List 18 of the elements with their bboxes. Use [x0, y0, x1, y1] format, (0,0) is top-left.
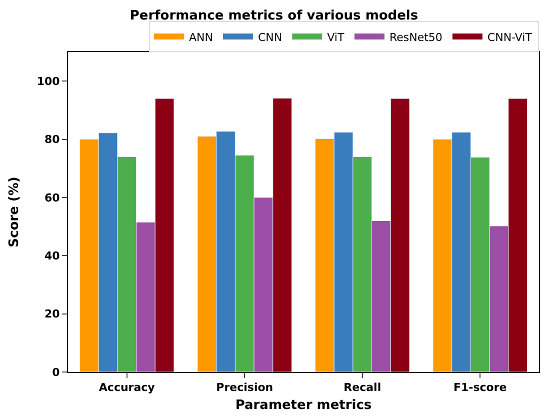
x-tick-label: Recall [344, 381, 382, 394]
y-tick-label: 60 [44, 191, 60, 204]
legend-label: ANN [189, 30, 213, 44]
chart-title: Performance metrics of various models [130, 8, 418, 24]
y-tick-label: 80 [44, 133, 60, 146]
y-tick-label: 100 [36, 74, 60, 88]
y-axis-title: Score (%) [6, 176, 22, 248]
x-axis-title: Parameter metrics [235, 398, 372, 413]
legend-label: CNN [258, 30, 282, 44]
x-tick-label: Accuracy [98, 381, 155, 394]
x-tick-label: F1-score [454, 381, 507, 394]
y-tick-label: 20 [44, 308, 60, 321]
legend-label: ResNet50 [389, 30, 442, 44]
y-tick-label: 0 [52, 366, 60, 379]
x-tick-label: Precision [216, 381, 274, 394]
legend-label: ViT [327, 30, 344, 44]
legend-label: CNN-ViT [487, 30, 532, 44]
y-tick-label: 40 [44, 249, 60, 262]
